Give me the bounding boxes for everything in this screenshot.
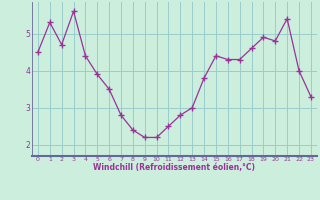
X-axis label: Windchill (Refroidissement éolien,°C): Windchill (Refroidissement éolien,°C) xyxy=(93,163,255,172)
